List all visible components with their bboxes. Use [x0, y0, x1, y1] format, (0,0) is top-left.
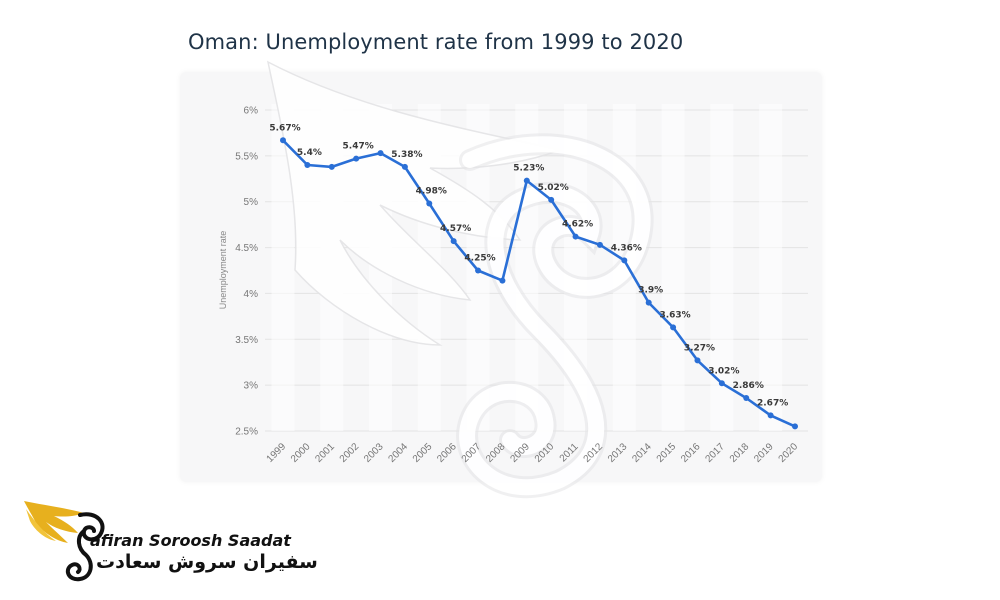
data-point: [304, 162, 311, 169]
data-point: [548, 196, 555, 203]
logo-name-fa: سفیران سروش سعادت: [96, 551, 318, 573]
data-label: 3.27%: [684, 343, 715, 353]
data-point: [621, 257, 628, 264]
data-point: [645, 299, 652, 306]
data-label: 4.25%: [464, 254, 495, 264]
data-point: [743, 394, 750, 401]
data-label: 5.47%: [343, 142, 374, 152]
column-band: [661, 104, 685, 431]
data-label: 4.62%: [562, 220, 593, 230]
y-tick-label: 4%: [244, 289, 259, 300]
y-tick-label: 6%: [244, 106, 259, 117]
data-label: 4.36%: [611, 243, 642, 253]
x-tick-label: 2006: [435, 441, 459, 465]
x-tick-label: 2002: [338, 441, 362, 465]
data-labels: 5.67% 5.4% 5.47% 5.38% 4.98% 4.57% 4.25% 5.23% 5…: [269, 123, 788, 408]
company-logo: afiran Soroosh Saadat سفیران سروش سعادت: [22, 495, 318, 585]
x-tick-label: 2014: [630, 441, 654, 465]
data-point: [328, 163, 335, 170]
x-tick-label: 2018: [728, 441, 752, 465]
x-tick-label: 2019: [752, 441, 776, 465]
x-tick-label: 2000: [289, 441, 313, 465]
data-points: [280, 137, 798, 430]
data-point: [377, 150, 384, 157]
data-label: 3.02%: [708, 366, 739, 376]
series-line: [281, 139, 797, 428]
x-tick-label: 2015: [655, 441, 679, 465]
data-label: 4.98%: [416, 187, 447, 197]
data-label: 5.38%: [391, 150, 422, 160]
column-band: [710, 104, 734, 431]
x-tick-label: 1999: [265, 441, 289, 465]
bird-wing-icon: [24, 501, 105, 582]
x-tick-label: 2001: [313, 441, 337, 465]
data-point: [426, 200, 433, 207]
chart-title: Oman: Unemployment rate from 1999 to 202…: [188, 30, 684, 54]
y-axis-ticks: 2.5% 3% 3.5% 4% 4.5% 5% 5.5% 6%: [235, 106, 258, 438]
data-label: 3.9%: [638, 286, 663, 296]
y-tick-label: 4.5%: [235, 243, 258, 254]
data-label: 2.86%: [733, 381, 764, 391]
y-tick-label: 3%: [244, 381, 259, 392]
y-tick-label: 3.5%: [235, 335, 258, 346]
data-label: 5.02%: [538, 183, 569, 193]
x-tick-label: 2016: [679, 441, 703, 465]
data-point: [596, 241, 603, 248]
x-tick-label: 2020: [777, 441, 801, 465]
data-point: [694, 357, 701, 364]
data-point: [499, 277, 506, 284]
data-point: [280, 137, 286, 144]
data-label: 5.67%: [269, 123, 300, 133]
data-point: [475, 267, 482, 274]
x-tick-label: 2004: [387, 441, 411, 465]
y-axis-title: Unemployment rate: [218, 231, 228, 310]
data-label: 2.67%: [757, 398, 788, 408]
data-point: [670, 324, 677, 331]
data-point: [767, 412, 774, 419]
logo-name-en: afiran Soroosh Saadat: [90, 531, 291, 550]
data-label: 5.4%: [297, 148, 322, 158]
data-point: [523, 177, 530, 184]
data-point: [353, 155, 360, 162]
x-tick-label: 2013: [606, 441, 630, 465]
data-label: 5.23%: [513, 164, 544, 174]
data-point: [792, 423, 798, 430]
x-tick-label: 2005: [411, 441, 435, 465]
y-tick-label: 2.5%: [235, 427, 258, 438]
x-tick-label: 2017: [703, 441, 727, 465]
data-point: [401, 163, 408, 170]
data-point: [718, 380, 725, 387]
data-point: [572, 233, 579, 240]
data-label: 4.57%: [440, 224, 471, 234]
y-tick-label: 5.5%: [235, 151, 258, 162]
data-label: 3.63%: [659, 310, 690, 320]
y-tick-label: 5%: [244, 197, 259, 208]
column-band: [759, 104, 783, 431]
data-point: [450, 238, 457, 245]
column-band: [271, 104, 295, 431]
x-tick-label: 2003: [362, 441, 386, 465]
